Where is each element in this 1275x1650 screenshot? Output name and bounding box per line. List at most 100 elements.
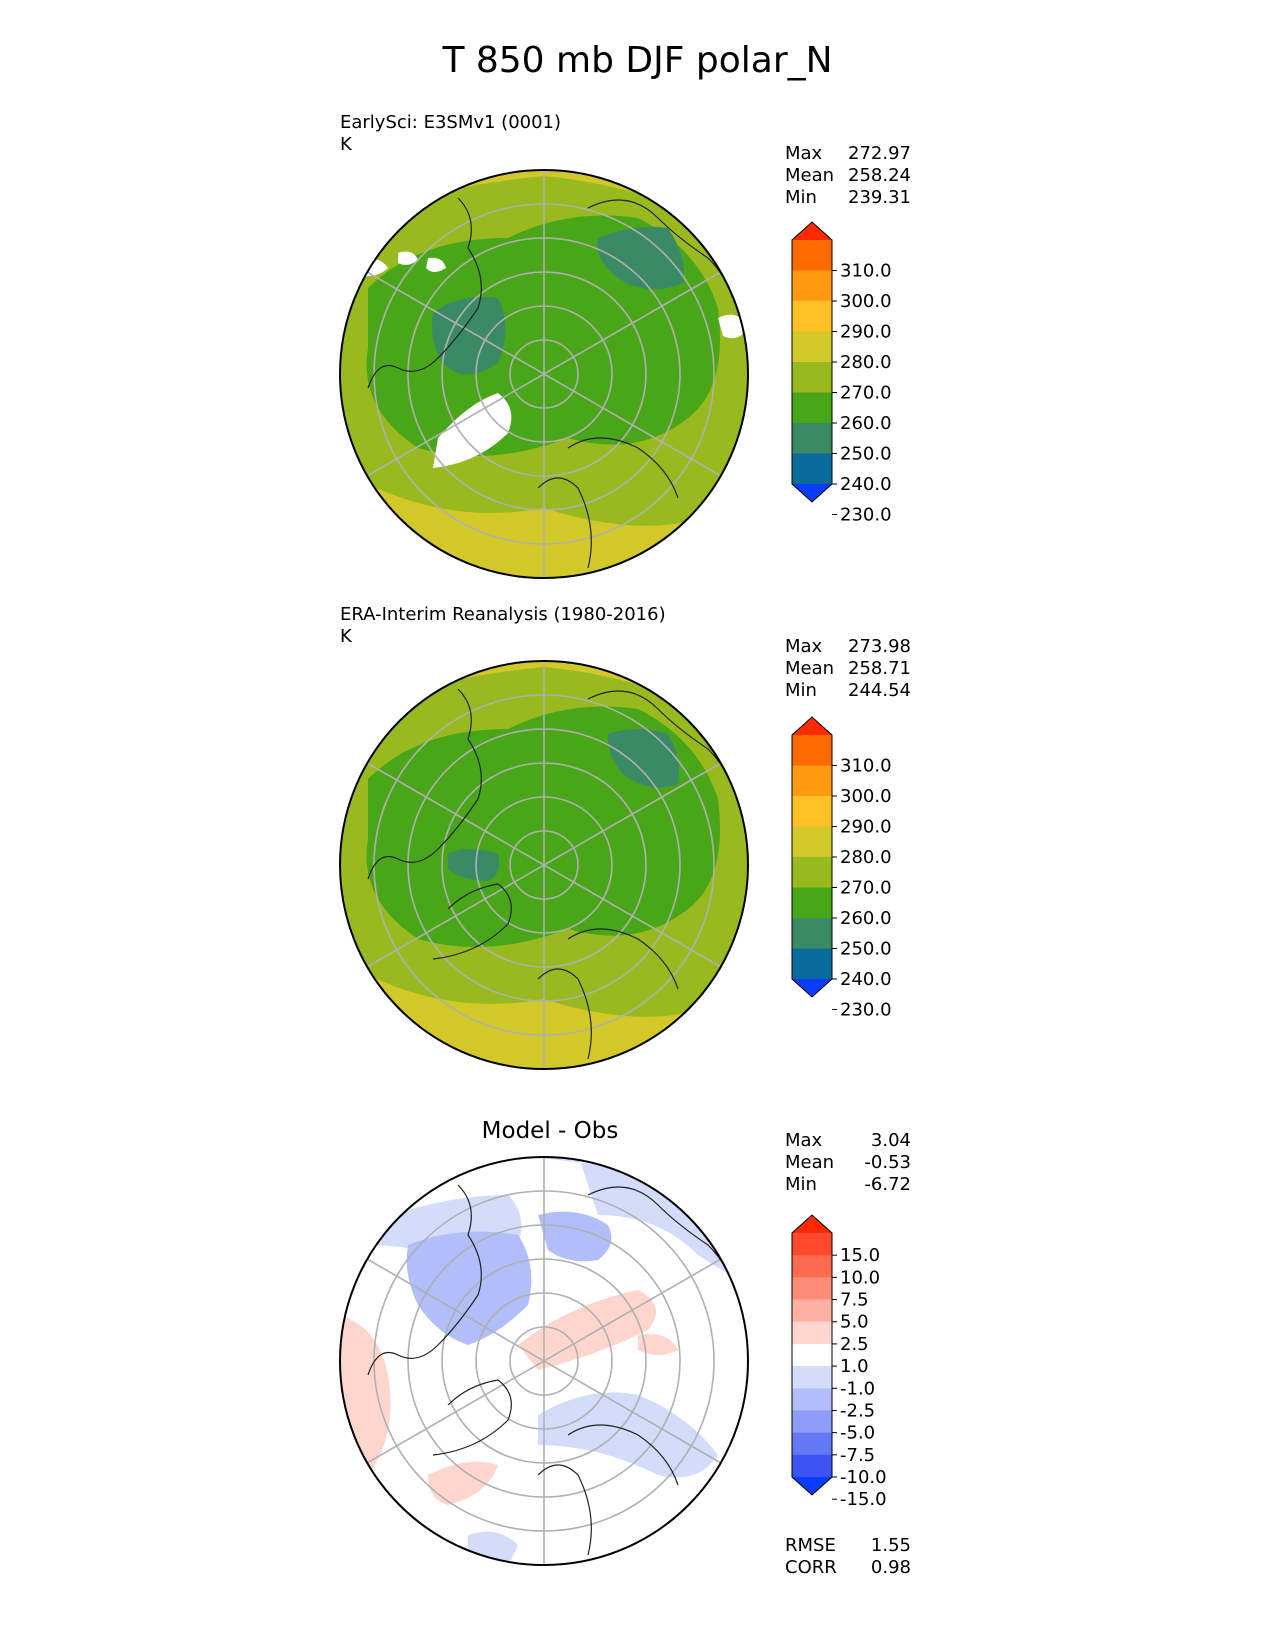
- panel1-stats: Max 272.97 Mean 258.24 Min 239.31: [785, 143, 911, 209]
- colorbar-segment: [792, 918, 832, 949]
- colorbar-segment: [792, 796, 832, 827]
- colorbar-segment: [792, 1233, 832, 1256]
- colorbar-tick-label: 240.0: [840, 969, 892, 990]
- colorbar-tick-label: 290.0: [840, 817, 892, 838]
- stat-min-value: 244.54: [848, 680, 911, 701]
- panel2-colorbar: 310.0 300.0 290.0 280.0 270.0 260.0 250.0 240.0…: [791, 716, 892, 1021]
- colorbar-segment: [792, 270, 832, 302]
- stat-corr-value: 0.98: [870, 1557, 911, 1578]
- stat-max-value: 273.98: [848, 636, 911, 657]
- stat-mean-value: -0.53: [864, 1152, 911, 1173]
- colorbar-extend-top: [792, 222, 832, 240]
- colorbar-tick-label: -5.0: [840, 1423, 875, 1444]
- panel1-name: EarlySci: E3SMv1 (0001): [340, 112, 562, 133]
- colorbar-segment: [792, 1388, 832, 1411]
- colorbar-tick-label: 310.0: [840, 261, 892, 282]
- colorbar-segment: [792, 1454, 832, 1478]
- colorbar-segment: [792, 301, 832, 332]
- colorbar-tick-label: 15.0: [840, 1245, 880, 1266]
- colorbar-tick-label: -2.5: [840, 1400, 875, 1421]
- colorbar-segment: [792, 1410, 832, 1434]
- stat-rmse-label: RMSE: [785, 1535, 836, 1556]
- colorbar-segments: 310.0 300.0 290.0 280.0 270.0 260.0 250.0 240.0…: [791, 716, 892, 1021]
- panel3-extra-stats: RMSE 1.55 CORR 0.98: [785, 1535, 911, 1579]
- colorbar-tick-label: 310.0: [840, 756, 892, 777]
- stat-min-label: Min: [785, 1174, 817, 1195]
- panel2-units: K: [340, 626, 352, 647]
- colorbar-tick-label: 230.0: [840, 1000, 892, 1021]
- panel3-colorbar: 15.010.07.55.02.51.0-1.0-2.5-5.0-7.5-10.…: [791, 1214, 887, 1510]
- colorbar-tick-label: 1.0: [840, 1356, 869, 1377]
- colorbar-extend-bottom: [792, 484, 832, 502]
- stat-mean-label: Mean: [785, 658, 835, 679]
- stat-min-label: Min: [785, 680, 817, 701]
- colorbar-tick-label: 10.0: [840, 1267, 880, 1288]
- panel1-label: EarlySci: E3SMv1 (0001) K: [340, 112, 561, 156]
- stat-mean-label: Mean: [785, 1152, 835, 1173]
- stat-min-value: -6.72: [864, 1174, 911, 1195]
- colorbar-segment: [792, 240, 832, 271]
- colorbar-segment: [792, 1343, 832, 1367]
- stat-mean-label: Mean: [785, 165, 835, 186]
- panel2-name: ERA-Interim Reanalysis (1980-2016): [340, 604, 666, 625]
- panel3-stats: Max 3.04 Mean -0.53 Min -6.72: [785, 1130, 911, 1196]
- stat-rmse-value: 1.55: [870, 1535, 911, 1556]
- stat-mean-value: 258.24: [848, 165, 911, 186]
- colorbar-segment: [792, 453, 832, 485]
- colorbar-tick-label: 300.0: [840, 786, 892, 807]
- panel3-polar-map: [339, 1156, 749, 1566]
- colorbar-tick-label: 300.0: [840, 291, 892, 312]
- colorbar-tick-label: 7.5: [840, 1290, 869, 1311]
- colorbar-extend-bottom: [792, 1477, 832, 1495]
- colorbar-segment: [792, 1277, 832, 1301]
- stat-min-label: Min: [785, 187, 817, 208]
- colorbar-segment: [792, 1432, 832, 1456]
- stat-max-label: Max: [785, 143, 823, 164]
- colorbar-segment: [792, 1366, 832, 1389]
- stat-corr-label: CORR: [785, 1557, 837, 1578]
- colorbar-segments: 15.010.07.55.02.51.0-1.0-2.5-5.0-7.5-10.…: [791, 1214, 887, 1510]
- colorbar-tick-label: 2.5: [840, 1334, 869, 1355]
- colorbar-segment: [792, 1255, 832, 1278]
- colorbar-segment: [792, 362, 832, 393]
- colorbar-tick-label: 270.0: [840, 383, 892, 404]
- colorbar-tick-label: -1.0: [840, 1378, 875, 1399]
- colorbar-tick-label: 280.0: [840, 847, 892, 868]
- stat-min-value: 239.31: [848, 187, 911, 208]
- colorbar-tick-label: 290.0: [840, 322, 892, 343]
- stat-max-value: 272.97: [848, 143, 911, 164]
- colorbar-tick-label: 270.0: [840, 878, 892, 899]
- colorbar-extend-top: [792, 1215, 832, 1233]
- colorbar-segment: [792, 887, 832, 919]
- colorbar-tick-label: 250.0: [840, 939, 892, 960]
- colorbar-tick-label: -10.0: [840, 1467, 887, 1488]
- colorbar-tick-label: -7.5: [840, 1445, 875, 1466]
- stat-max-value: 3.04: [870, 1130, 911, 1151]
- stat-max-label: Max: [785, 1130, 823, 1151]
- colorbar-segment: [792, 1299, 832, 1323]
- colorbar-segment: [792, 392, 832, 424]
- panel1-units: K: [340, 134, 352, 155]
- colorbar-tick-label: 260.0: [840, 413, 892, 434]
- colorbar-tick-label: 5.0: [840, 1312, 869, 1333]
- panel3-title: Model - Obs: [481, 1118, 619, 1144]
- colorbar-tick-label: 240.0: [840, 474, 892, 495]
- colorbar-segments: 310.0 300.0 290.0 280.0 270.0 260.0 250.0 240.0…: [791, 221, 892, 526]
- colorbar-tick-label: 250.0: [840, 444, 892, 465]
- colorbar-tick-label: 230.0: [840, 505, 892, 526]
- colorbar-segment: [792, 948, 832, 980]
- panel1-colorbar: 310.0 300.0 290.0 280.0 270.0 260.0 250.0 240.0…: [791, 221, 892, 526]
- colorbar-segment: [792, 735, 832, 766]
- colorbar-segment: [792, 423, 832, 454]
- panel2-stats: Max 273.98 Mean 258.71 Min 244.54: [785, 636, 911, 702]
- panel2-label: ERA-Interim Reanalysis (1980-2016) K: [340, 604, 666, 648]
- figure-title: T 850 mb DJF polar_N: [442, 40, 833, 81]
- stat-mean-value: 258.71: [848, 658, 911, 679]
- colorbar-segment: [792, 765, 832, 797]
- colorbar-tick-label: 260.0: [840, 908, 892, 929]
- colorbar-extend-top: [792, 717, 832, 735]
- panel1-polar-map: [339, 169, 749, 579]
- colorbar-tick-label: -15.0: [840, 1489, 887, 1510]
- colorbar-segment: [792, 1321, 832, 1345]
- colorbar-extend-bottom: [792, 979, 832, 997]
